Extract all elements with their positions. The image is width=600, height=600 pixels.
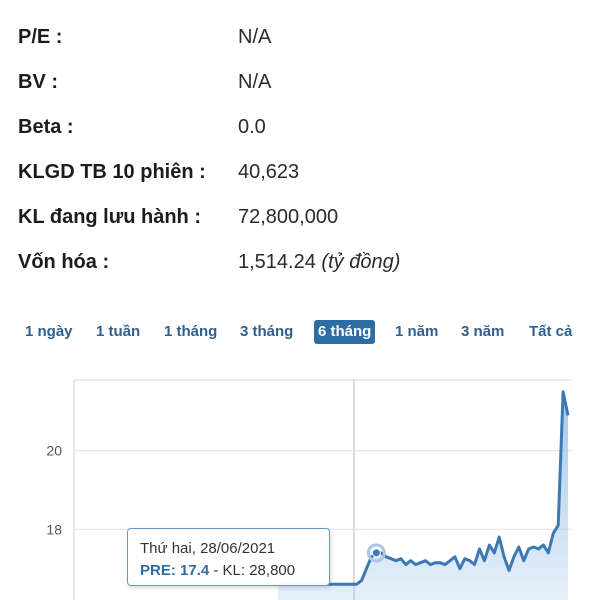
- stat-value: 0.0: [238, 116, 266, 138]
- stat-value: N/A: [238, 71, 272, 93]
- stat-value: N/A: [238, 26, 272, 48]
- period-selector: 1 ngày 1 tuần 1 tháng 3 tháng 6 tháng 1 …: [0, 320, 600, 346]
- hover-point-halo: [366, 543, 386, 563]
- price-area: [278, 391, 568, 600]
- y-tick-label: 20: [46, 443, 62, 459]
- period-1-month[interactable]: 1 tháng: [164, 323, 218, 340]
- hover-point: [371, 548, 381, 558]
- tooltip-values: PRE: 17.4 - KL: 28,800: [140, 562, 295, 579]
- tooltip-price: PRE: 17.4: [140, 562, 210, 579]
- stat-value: 1,514.24 (tỷ đồng): [238, 251, 400, 274]
- period-all[interactable]: Tất cả: [529, 323, 573, 340]
- stat-value: 40,623: [238, 161, 300, 183]
- stat-row-beta: Beta : 0.0: [0, 116, 600, 148]
- market-cap-number: 1,514.24: [238, 251, 316, 273]
- period-3-months[interactable]: 3 tháng: [240, 323, 294, 340]
- cropped-row: [0, 0, 600, 4]
- stat-value: 72,800,000: [238, 206, 339, 228]
- stat-label: Beta :: [18, 116, 74, 138]
- stat-row-bv: BV : N/A: [0, 71, 600, 103]
- stat-row-shares-outstanding: KL đang lưu hành : 72,800,000: [0, 206, 600, 238]
- stat-row-market-cap: Vốn hóa : 1,514.24 (tỷ đồng): [0, 251, 600, 283]
- period-3-years[interactable]: 3 năm: [461, 323, 505, 340]
- y-tick-label: 18: [46, 521, 62, 537]
- period-1-day[interactable]: 1 ngày: [25, 323, 73, 340]
- market-cap-unit: (tỷ đồng): [321, 251, 401, 273]
- chart-tooltip: Thứ hai, 28/06/2021 PRE: 17.4 - KL: 28,8…: [127, 528, 330, 586]
- stat-row-avg-volume: KLGD TB 10 phiên : 40,623: [0, 161, 600, 193]
- stat-row-pe: P/E : N/A: [0, 26, 600, 58]
- stat-label: BV :: [18, 71, 58, 93]
- period-6-months[interactable]: 6 tháng: [314, 320, 376, 344]
- tooltip-volume: 28,800: [249, 562, 296, 579]
- period-1-week[interactable]: 1 tuần: [96, 323, 141, 340]
- stat-label: Vốn hóa :: [18, 251, 110, 273]
- stat-label: P/E :: [18, 26, 63, 48]
- tooltip-separator: - KL:: [209, 562, 250, 579]
- period-1-year[interactable]: 1 năm: [395, 323, 439, 340]
- stat-label: KL đang lưu hành :: [18, 206, 201, 228]
- stat-label: KLGD TB 10 phiên :: [18, 161, 206, 183]
- tooltip-date: Thứ hai, 28/06/2021: [140, 540, 276, 557]
